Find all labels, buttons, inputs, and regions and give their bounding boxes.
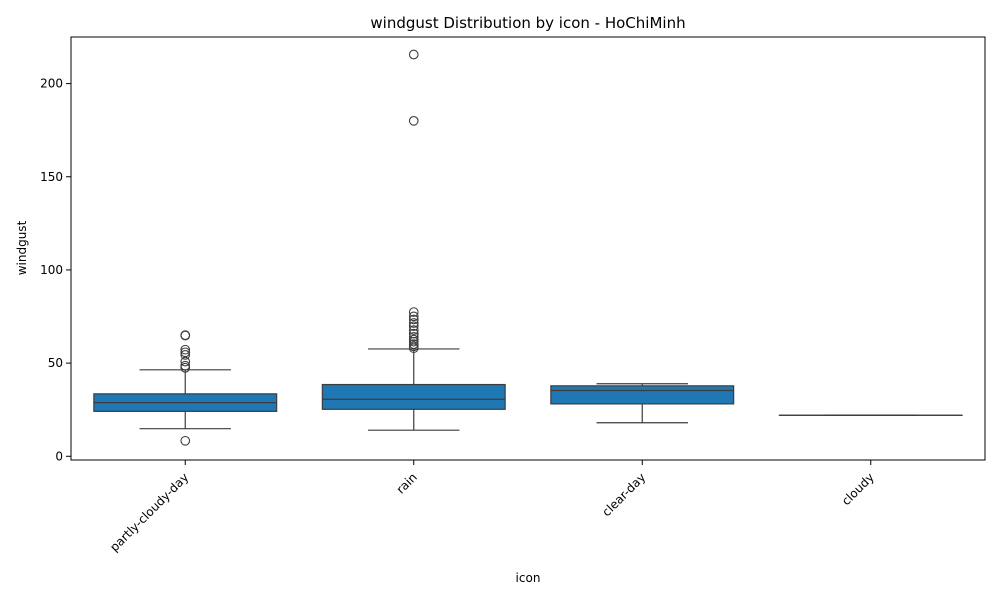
outlier-point: [180, 347, 191, 358]
outlier-point: [408, 116, 419, 126]
outlier-point: [408, 318, 419, 328]
x-tick-label: partly-cloudy-day: [107, 470, 191, 554]
x-tick-label: clear-day: [599, 470, 648, 519]
outlier-point: [408, 331, 419, 342]
outlier-point: [408, 49, 419, 60]
y-tick-label: 0: [55, 449, 63, 463]
outlier-point: [408, 334, 419, 345]
outlier-point: [408, 321, 419, 332]
plot-area: [93, 49, 963, 446]
x-tick-label: rain: [394, 470, 420, 496]
outlier-point: [180, 330, 191, 340]
y-tick-label: 50: [48, 356, 63, 370]
outlier-point: [408, 325, 419, 335]
outlier-point: [180, 360, 191, 371]
box-group-clear-day: [550, 383, 735, 424]
y-axis: 0 50 100 150 200: [40, 77, 71, 463]
outlier-point: [408, 311, 419, 322]
plot-frame: [70, 36, 986, 461]
outlier-point: [408, 314, 419, 325]
y-tick-label: 150: [40, 170, 63, 184]
box-group-rain: [321, 49, 506, 431]
outlier-point: [180, 356, 191, 367]
x-axis: partly-cloudy-day rain clear-day cloudy: [107, 460, 877, 554]
y-tick-label: 200: [40, 77, 63, 91]
chart-title: windgust Distribution by icon - HoChiMin…: [370, 14, 685, 32]
outlier-point: [180, 350, 191, 360]
x-tick-label: cloudy: [839, 470, 877, 508]
outlier-point: [408, 328, 419, 339]
box: [550, 385, 735, 405]
x-axis-label: icon: [516, 571, 541, 585]
box: [321, 383, 506, 410]
outlier-point: [408, 307, 419, 317]
outlier-point: [180, 344, 191, 355]
outlier-point: [408, 339, 419, 349]
y-tick-label: 100: [40, 263, 63, 277]
outlier-point: [180, 435, 191, 446]
box-group-partly-cloudy-day: [93, 330, 278, 446]
y-axis-label: windgust: [15, 220, 29, 275]
